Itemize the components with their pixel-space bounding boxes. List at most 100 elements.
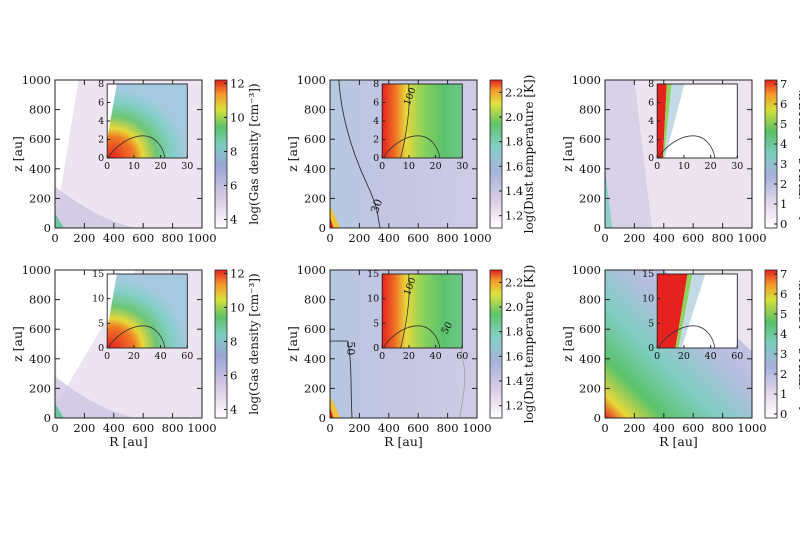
inset-y-tick-label: 2 xyxy=(98,135,104,146)
colorbar-label: log(Dust temperature [K]) xyxy=(522,265,536,424)
colorbar-label: log(FUV flux [CRUV]) xyxy=(797,278,800,410)
x-tick-label: 200 xyxy=(73,231,95,245)
x-tick-label: 1000 xyxy=(462,421,491,435)
inset-x-tick-label: 60 xyxy=(731,351,743,362)
inset-y-tick-label: 15 xyxy=(92,269,104,280)
y-axis-label: z [au] xyxy=(560,136,575,172)
y-tick-label: 800 xyxy=(579,103,601,117)
inset-y-tick-label: 0 xyxy=(98,343,104,354)
contour-label: 50 xyxy=(344,341,357,355)
inner-disk xyxy=(55,403,64,418)
colorbar-tick-label: 7 xyxy=(780,77,787,91)
x-tick-label: 200 xyxy=(623,421,645,435)
inset-fringe xyxy=(663,84,685,158)
fuv-cone xyxy=(605,80,653,228)
inset-y-tick-label: 8 xyxy=(648,79,654,90)
inset-y-tick-label: 15 xyxy=(367,269,379,280)
y-axis-label: z [au] xyxy=(560,326,575,362)
colorbar-tick-label: 1.6 xyxy=(505,159,523,173)
axes-frame xyxy=(604,269,753,419)
colorbar xyxy=(214,269,228,419)
inset-y-tick-label: 15 xyxy=(642,269,654,280)
y-axis-label: z [au] xyxy=(285,136,300,172)
axes-frame xyxy=(54,269,203,419)
inset-temp-contour xyxy=(400,83,410,159)
x-tick-label: 400 xyxy=(653,231,675,245)
colorbar-tick-label: 5 xyxy=(780,307,787,321)
inset-field xyxy=(382,84,463,158)
inset-x-tick-label: 20 xyxy=(155,161,167,172)
colorbar-tick-label: 4 xyxy=(230,402,237,416)
colorbar-tick-label: 1.8 xyxy=(505,135,523,149)
colorbar-label: log(Gas density [cm⁻³]) xyxy=(247,83,261,224)
inset-x-tick-label: 60 xyxy=(181,351,193,362)
contour-label: 30 xyxy=(368,197,385,215)
y-tick-label: 0 xyxy=(319,221,326,235)
inset-mid xyxy=(675,274,693,348)
x-tick-label: 800 xyxy=(712,231,734,245)
colorbar xyxy=(764,269,778,419)
colorbar-tick-label: 2.0 xyxy=(505,300,523,314)
y-axis-label: z [au] xyxy=(10,326,25,362)
inset-x-tick-label: 0 xyxy=(104,161,110,172)
inset-frame xyxy=(656,273,738,349)
y-tick-label: 1000 xyxy=(22,73,51,87)
low-density-wedge xyxy=(55,80,79,214)
colorbar-tick-label: 4 xyxy=(230,212,237,226)
inset-y-tick-label: 4 xyxy=(98,116,104,127)
axes-frame xyxy=(329,79,478,229)
x-tick-label: 200 xyxy=(348,231,370,245)
inset-field xyxy=(107,84,188,158)
y-axis-label: z [au] xyxy=(285,326,300,362)
y-tick-label: 1000 xyxy=(297,263,326,277)
x-tick-label: 0 xyxy=(51,231,58,245)
y-tick-label: 0 xyxy=(44,411,51,425)
colorbar-tick-label: 10 xyxy=(230,300,245,314)
x-tick-label: 1000 xyxy=(187,231,216,245)
inset-y-tick-label: 5 xyxy=(98,318,104,329)
inset-mid xyxy=(662,84,672,158)
inset-y-tick-label: 0 xyxy=(648,153,654,164)
x-tick-label: 1000 xyxy=(737,231,766,245)
y-tick-label: 1000 xyxy=(22,263,51,277)
y-tick-label: 200 xyxy=(579,191,601,205)
inset-x-tick-label: 60 xyxy=(456,351,468,362)
y-tick-label: 400 xyxy=(29,352,51,366)
colorbar-tick-label: 3 xyxy=(780,347,787,361)
x-tick-label: 600 xyxy=(132,421,154,435)
x-tick-label: 400 xyxy=(103,231,125,245)
inset-x-tick-label: 20 xyxy=(678,351,690,362)
inset-y-tick-label: 8 xyxy=(373,79,379,90)
y-tick-label: 0 xyxy=(319,411,326,425)
colorbar-tick-label: 2.2 xyxy=(505,275,523,289)
inset-y-tick-label: 6 xyxy=(373,98,379,109)
y-tick-label: 400 xyxy=(304,162,326,176)
inset-x-tick-label: 0 xyxy=(379,351,385,362)
x-tick-label: 0 xyxy=(326,231,333,245)
colorbar xyxy=(764,79,778,229)
inset-void xyxy=(107,84,117,140)
inset-x-tick-label: 20 xyxy=(128,351,140,362)
x-tick-label: 800 xyxy=(712,421,734,435)
x-axis-label: R [au] xyxy=(659,434,698,449)
axes-frame xyxy=(329,269,478,419)
y-axis-label: z [au] xyxy=(10,136,25,172)
colorbar-tick-label: 1 xyxy=(780,387,787,401)
inset-contour xyxy=(383,135,441,159)
inset-void xyxy=(107,274,117,330)
x-tick-label: 0 xyxy=(326,421,333,435)
axes-frame xyxy=(54,79,203,229)
colorbar-tick-label: 6 xyxy=(780,97,787,111)
colorbar-tick-label: 5 xyxy=(780,117,787,131)
colorbar-tick-label: 2 xyxy=(780,177,787,191)
inset-x-tick-label: 20 xyxy=(705,161,717,172)
colorbar-tick-label: 2 xyxy=(780,367,787,381)
colorbar-tick-label: 2.2 xyxy=(505,85,523,99)
x-axis-label: R [au] xyxy=(109,434,148,449)
y-tick-label: 1000 xyxy=(572,263,601,277)
x-tick-label: 400 xyxy=(653,421,675,435)
y-tick-label: 800 xyxy=(29,293,51,307)
